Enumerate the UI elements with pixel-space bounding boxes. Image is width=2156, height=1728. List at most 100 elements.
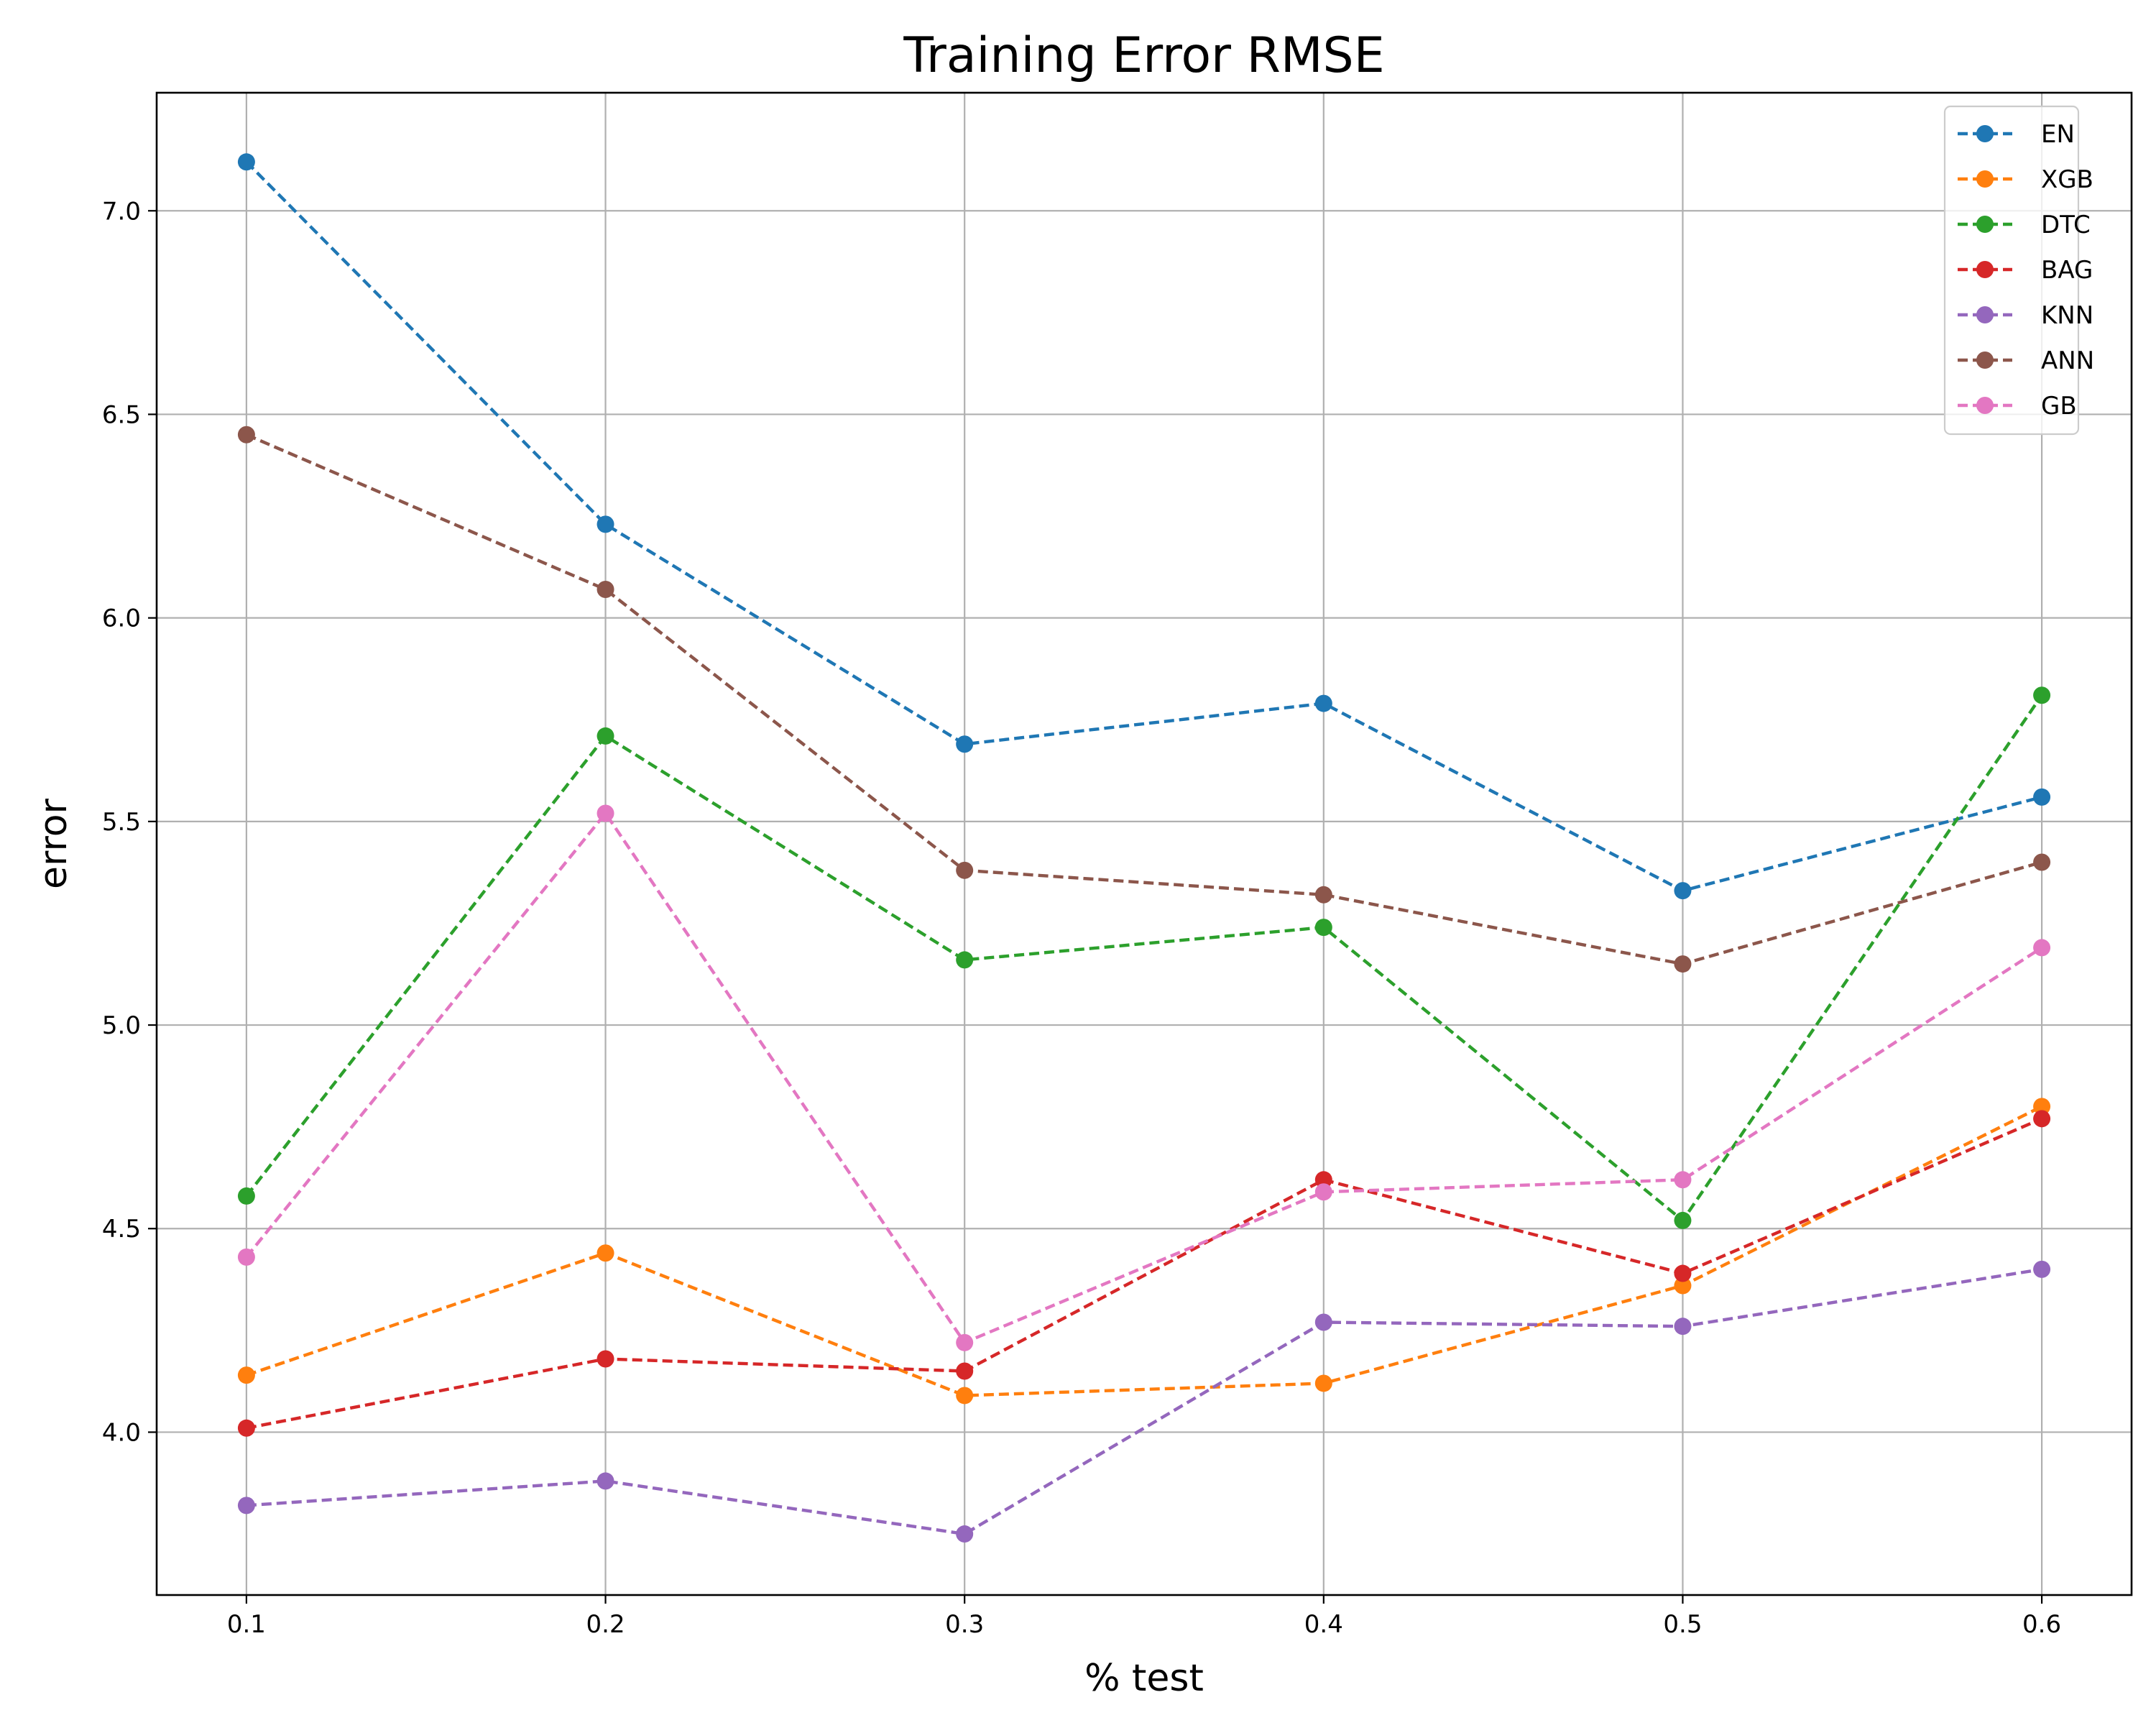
y-tick-label: 5.0: [102, 1011, 141, 1040]
series-xgb: [237, 1098, 2051, 1405]
data-point-gb: [1314, 1183, 1332, 1201]
data-point-gb: [1674, 1171, 1692, 1189]
plot-frame: [155, 91, 2133, 1596]
data-point-ann: [1674, 955, 1692, 973]
legend-marker-dtc: [1976, 216, 1994, 233]
data-point-gb: [2033, 939, 2051, 957]
series-knn: [237, 1260, 2051, 1543]
legend-marker-xgb: [1976, 170, 1994, 188]
data-point-knn: [596, 1472, 614, 1490]
data-point-dtc: [1674, 1211, 1692, 1229]
data-point-knn: [237, 1497, 255, 1515]
y-tick-label: 4.5: [102, 1215, 141, 1244]
data-point-dtc: [1314, 919, 1332, 937]
series-line-gb: [245, 810, 2043, 1345]
series-layer: [237, 153, 2051, 1543]
y-tick-label: 6.5: [102, 400, 141, 429]
data-point-knn: [1674, 1318, 1692, 1336]
data-point-en: [1314, 694, 1332, 712]
data-point-en: [596, 515, 614, 533]
series-line-ann: [246, 433, 2042, 966]
data-point-xgb: [1674, 1277, 1692, 1295]
data-point-gb: [956, 1333, 974, 1351]
legend-marker-bag: [1976, 261, 1994, 278]
legend-marker-knn: [1976, 306, 1994, 323]
legend-item-en: EN: [1958, 120, 2075, 149]
x-tick-label: 0.1: [227, 1610, 266, 1639]
x-tick-label: 0.6: [2022, 1610, 2061, 1639]
y-tick-label: 6.0: [102, 605, 141, 633]
series-en: [237, 153, 2051, 900]
legend-marker-gb: [1976, 397, 1994, 414]
series-line-bag: [246, 1117, 2042, 1430]
y-tick-label: 5.5: [102, 808, 141, 837]
data-point-en: [2033, 788, 2051, 806]
legend-item-gb: GB: [1958, 392, 2077, 420]
series-ann: [237, 426, 2051, 973]
series-line-en: [245, 160, 2042, 893]
grid: [157, 93, 2132, 1595]
data-point-ann: [1314, 886, 1332, 904]
legend-label-xgb: XGB: [2041, 165, 2093, 194]
legend-item-bag: BAG: [1958, 256, 2093, 285]
y-tick-label: 7.0: [102, 197, 141, 226]
series-line-knn: [246, 1267, 2042, 1536]
legend-label-en: EN: [2041, 120, 2075, 149]
x-axis-title: % test: [1084, 1657, 1204, 1700]
legend-label-knn: KNN: [2041, 301, 2093, 330]
data-point-en: [1674, 882, 1692, 900]
y-tick-label: 4.0: [102, 1418, 141, 1447]
y-axis-title: error: [32, 798, 75, 889]
data-point-bag: [596, 1350, 614, 1368]
data-point-gb: [596, 804, 614, 822]
data-point-en: [956, 735, 974, 753]
data-point-xgb: [237, 1366, 255, 1384]
data-point-bag: [956, 1362, 974, 1380]
x-tick-label: 0.5: [1663, 1610, 1702, 1639]
data-point-dtc: [596, 727, 614, 745]
data-point-dtc: [956, 951, 974, 969]
x-tick-label: 0.4: [1304, 1610, 1343, 1639]
data-point-dtc: [237, 1187, 255, 1205]
legend-item-ann: ANN: [1958, 346, 2094, 375]
data-point-bag: [1314, 1171, 1332, 1189]
data-point-gb: [237, 1248, 255, 1266]
data-point-bag: [2033, 1110, 2051, 1128]
data-point-knn: [2033, 1260, 2051, 1278]
chart-title: Training Error RMSE: [903, 27, 1384, 84]
series-gb: [237, 804, 2051, 1351]
legend-item-knn: KNN: [1958, 301, 2093, 330]
data-point-ann: [956, 861, 974, 879]
data-point-bag: [1674, 1264, 1692, 1282]
legend-item-dtc: DTC: [1958, 211, 2091, 239]
legend: EN XGB DTC BAG KNN ANN GB: [1943, 105, 2094, 436]
legend-marker-en: [1976, 125, 1994, 142]
legend-label-bag: BAG: [2041, 256, 2093, 285]
data-point-knn: [956, 1525, 974, 1543]
x-tick-label: 0.3: [945, 1610, 984, 1639]
legend-label-gb: GB: [2041, 392, 2077, 420]
series-bag: [237, 1110, 2051, 1437]
ticks: 0.1 0.2 0.3 0.4 0.5 0.6 4.0 4.5 5.0 5.5 6.0 6.5 7.0: [102, 197, 2061, 1639]
data-point-knn: [1314, 1313, 1332, 1331]
legend-label-dtc: DTC: [2041, 211, 2091, 239]
data-point-xgb: [2033, 1098, 2051, 1116]
series-line-dtc: [245, 694, 2043, 1223]
data-point-bag: [237, 1419, 255, 1437]
series-line-xgb: [246, 1105, 2043, 1397]
data-point-ann: [237, 426, 255, 444]
data-point-dtc: [2033, 686, 2051, 704]
legend-item-xgb: XGB: [1958, 165, 2093, 194]
data-point-ann: [596, 581, 614, 599]
x-tick-label: 0.2: [586, 1610, 625, 1639]
data-point-ann: [2033, 853, 2051, 871]
legend-label-ann: ANN: [2041, 346, 2094, 375]
data-point-xgb: [1314, 1374, 1332, 1392]
data-point-xgb: [956, 1387, 974, 1405]
data-point-en: [237, 153, 255, 171]
legend-marker-ann: [1976, 351, 1994, 369]
series-dtc: [237, 686, 2051, 1229]
data-point-xgb: [596, 1244, 614, 1262]
